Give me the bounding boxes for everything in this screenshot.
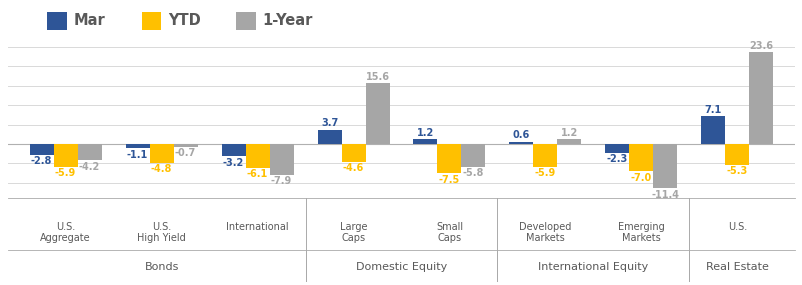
Text: -7.9: -7.9 <box>270 176 292 186</box>
Text: Emerging
Markets: Emerging Markets <box>618 222 664 243</box>
Text: YTD: YTD <box>168 13 200 28</box>
FancyBboxPatch shape <box>142 12 161 30</box>
Text: -5.3: -5.3 <box>726 166 747 176</box>
Text: Real Estate: Real Estate <box>705 262 768 272</box>
Text: -4.6: -4.6 <box>342 163 363 173</box>
Text: Developed
Markets: Developed Markets <box>519 222 571 243</box>
Bar <box>557 139 581 144</box>
FancyBboxPatch shape <box>47 12 67 30</box>
Text: -2.8: -2.8 <box>31 156 52 166</box>
Text: 1.2: 1.2 <box>560 128 577 138</box>
Bar <box>413 139 437 144</box>
Text: Mar: Mar <box>73 13 105 28</box>
Text: Large
Caps: Large Caps <box>339 222 367 243</box>
Bar <box>125 144 149 148</box>
Bar <box>605 144 629 153</box>
Bar <box>54 144 78 167</box>
Bar <box>461 144 485 166</box>
Text: -7.0: -7.0 <box>630 173 651 183</box>
Bar <box>700 117 724 144</box>
Text: -7.5: -7.5 <box>439 175 460 185</box>
Text: U.S.
Aggregate: U.S. Aggregate <box>40 222 91 243</box>
Text: 3.7: 3.7 <box>321 118 338 128</box>
Text: -2.3: -2.3 <box>606 154 627 164</box>
Bar <box>365 84 389 144</box>
Bar <box>341 144 365 162</box>
Text: Bonds: Bonds <box>144 262 179 272</box>
Bar <box>653 144 677 188</box>
Text: 1-Year: 1-Year <box>262 13 312 28</box>
Bar <box>173 144 197 147</box>
Bar <box>317 130 341 144</box>
Text: -1.1: -1.1 <box>127 150 148 160</box>
Text: -4.2: -4.2 <box>79 162 100 172</box>
Bar <box>78 144 102 160</box>
Text: International: International <box>226 222 289 232</box>
Text: 1.2: 1.2 <box>416 128 434 138</box>
Bar <box>724 144 748 164</box>
Text: 15.6: 15.6 <box>365 72 389 82</box>
Text: 0.6: 0.6 <box>512 130 529 140</box>
Text: 7.1: 7.1 <box>704 105 721 115</box>
Text: -6.1: -6.1 <box>247 169 268 179</box>
Text: International Equity: International Equity <box>537 262 648 272</box>
Text: U.S.: U.S. <box>727 222 746 232</box>
Bar <box>269 144 294 175</box>
Bar <box>245 144 269 168</box>
Text: -5.9: -5.9 <box>534 168 555 178</box>
Bar <box>149 144 173 163</box>
Bar <box>437 144 461 173</box>
Text: 23.6: 23.6 <box>748 41 772 51</box>
FancyBboxPatch shape <box>236 12 256 30</box>
Text: -5.8: -5.8 <box>462 168 484 178</box>
Text: Domestic Equity: Domestic Equity <box>355 262 447 272</box>
Text: -4.8: -4.8 <box>151 164 172 174</box>
Text: Small
Caps: Small Caps <box>435 222 463 243</box>
Text: -11.4: -11.4 <box>650 190 678 200</box>
Text: -3.2: -3.2 <box>223 158 244 168</box>
Text: -5.9: -5.9 <box>55 168 76 178</box>
Bar <box>30 144 54 155</box>
Bar <box>748 52 772 144</box>
Bar <box>629 144 653 171</box>
Bar <box>533 144 557 167</box>
Bar <box>221 144 245 156</box>
Text: -0.7: -0.7 <box>175 148 196 158</box>
Text: U.S.
High Yield: U.S. High Yield <box>137 222 186 243</box>
Bar <box>508 142 533 144</box>
